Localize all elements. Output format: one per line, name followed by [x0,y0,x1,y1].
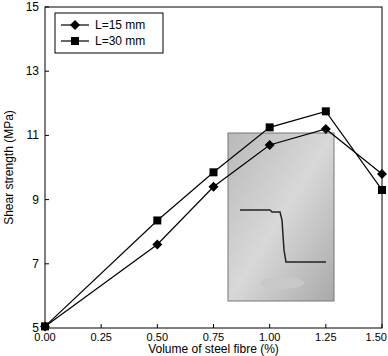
marker-square [266,123,274,131]
x-tick [325,324,326,328]
legend-box [55,13,163,53]
y-tick [45,199,49,200]
y-tick-label: 7 [32,257,39,271]
marker-diamond [40,321,50,331]
marker-diamond [152,240,162,250]
x-axis-title: Volume of steel fibre (%) [148,342,279,356]
y-axis-title: Shear strength (MPa) [2,110,16,225]
marker-diamond [209,182,219,192]
plot-area [40,107,387,331]
y-tick-label: 9 [32,193,39,207]
y-tick [45,135,49,136]
marker-diamond [321,124,331,134]
x-tick [382,324,383,328]
x-tick [157,324,158,328]
y-tick [45,263,49,264]
inset-photo [228,133,334,301]
series-line [45,129,382,326]
x-tick [101,324,102,328]
marker-square [210,168,218,176]
y-tick [45,7,49,8]
marker-square [378,186,386,194]
legend-marker [70,20,80,30]
legend: L=15 mm L=30 mm [55,13,163,53]
photo-mark [260,277,304,289]
series-line [45,111,382,326]
marker-diamond [265,140,275,150]
x-tick [213,324,214,328]
legend-label: L=15 mm [95,18,145,32]
marker-square [322,107,330,115]
x-tick-label: 1.50 [366,331,387,343]
x-tick-label: 1.25 [315,331,336,343]
chart: 5791113150.000.250.500.751.001.251.50Vol… [0,0,388,356]
x-tick [269,324,270,328]
marker-diamond [377,169,387,179]
marker-square [153,216,161,224]
photo-crack [240,210,326,262]
marker-square [41,322,49,330]
plot-frame [45,7,382,328]
legend-marker [71,37,79,45]
x-tick-label: 0.25 [90,331,111,343]
photo-specimen [228,133,334,301]
y-tick [45,71,49,72]
y-tick-label: 15 [26,0,40,14]
legend-label: L=30 mm [95,34,145,48]
y-tick-label: 13 [26,64,40,78]
y-tick-label: 11 [27,128,40,142]
x-tick-label: 0.00 [34,331,55,343]
